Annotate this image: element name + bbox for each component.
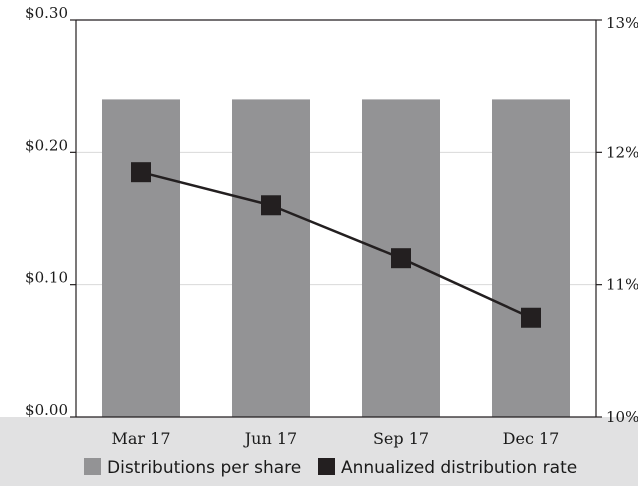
bar-dec-17 xyxy=(492,99,570,418)
category-label: Sep 17 xyxy=(373,429,429,448)
category-label: Jun 17 xyxy=(243,429,297,448)
rate-marker-mar-17 xyxy=(131,162,151,183)
left-tick-label: $0.20 xyxy=(25,136,68,154)
rate-marker-sep-17 xyxy=(391,248,411,269)
rate-marker-dec-17 xyxy=(521,307,541,328)
right-tick-label: 13% xyxy=(606,14,638,32)
legend-line-swatch xyxy=(318,458,335,475)
category-labels: Mar 17 Jun 17 Sep 17 Dec 17 xyxy=(111,429,559,448)
legend-bar-label: Distributions per share xyxy=(107,458,301,478)
right-tick-label: 12% xyxy=(606,143,638,161)
tick-labels: $0.00 $0.10 $0.20 $0.30 10% 11% 12% 13% xyxy=(25,4,638,426)
legend: Distributions per share Annualized distri… xyxy=(84,458,577,478)
left-tick-label: $0.30 xyxy=(25,4,68,22)
rate-line xyxy=(140,170,532,319)
right-tick-label: 11% xyxy=(606,276,638,294)
axes xyxy=(70,19,602,418)
bar-jun-17 xyxy=(232,99,310,418)
left-tick-label: $0.10 xyxy=(25,269,68,287)
legend-bar-swatch xyxy=(84,458,101,475)
bar-mar-17 xyxy=(102,99,180,418)
left-tick-label: $0.00 xyxy=(25,401,68,419)
legend-line-label: Annualized distribution rate xyxy=(341,458,577,478)
category-label: Dec 17 xyxy=(503,429,560,448)
line-series xyxy=(131,162,541,328)
bar-series xyxy=(102,99,570,418)
rate-marker-jun-17 xyxy=(261,195,281,216)
category-label: Mar 17 xyxy=(111,429,170,448)
right-tick-label: 10% xyxy=(606,408,638,426)
